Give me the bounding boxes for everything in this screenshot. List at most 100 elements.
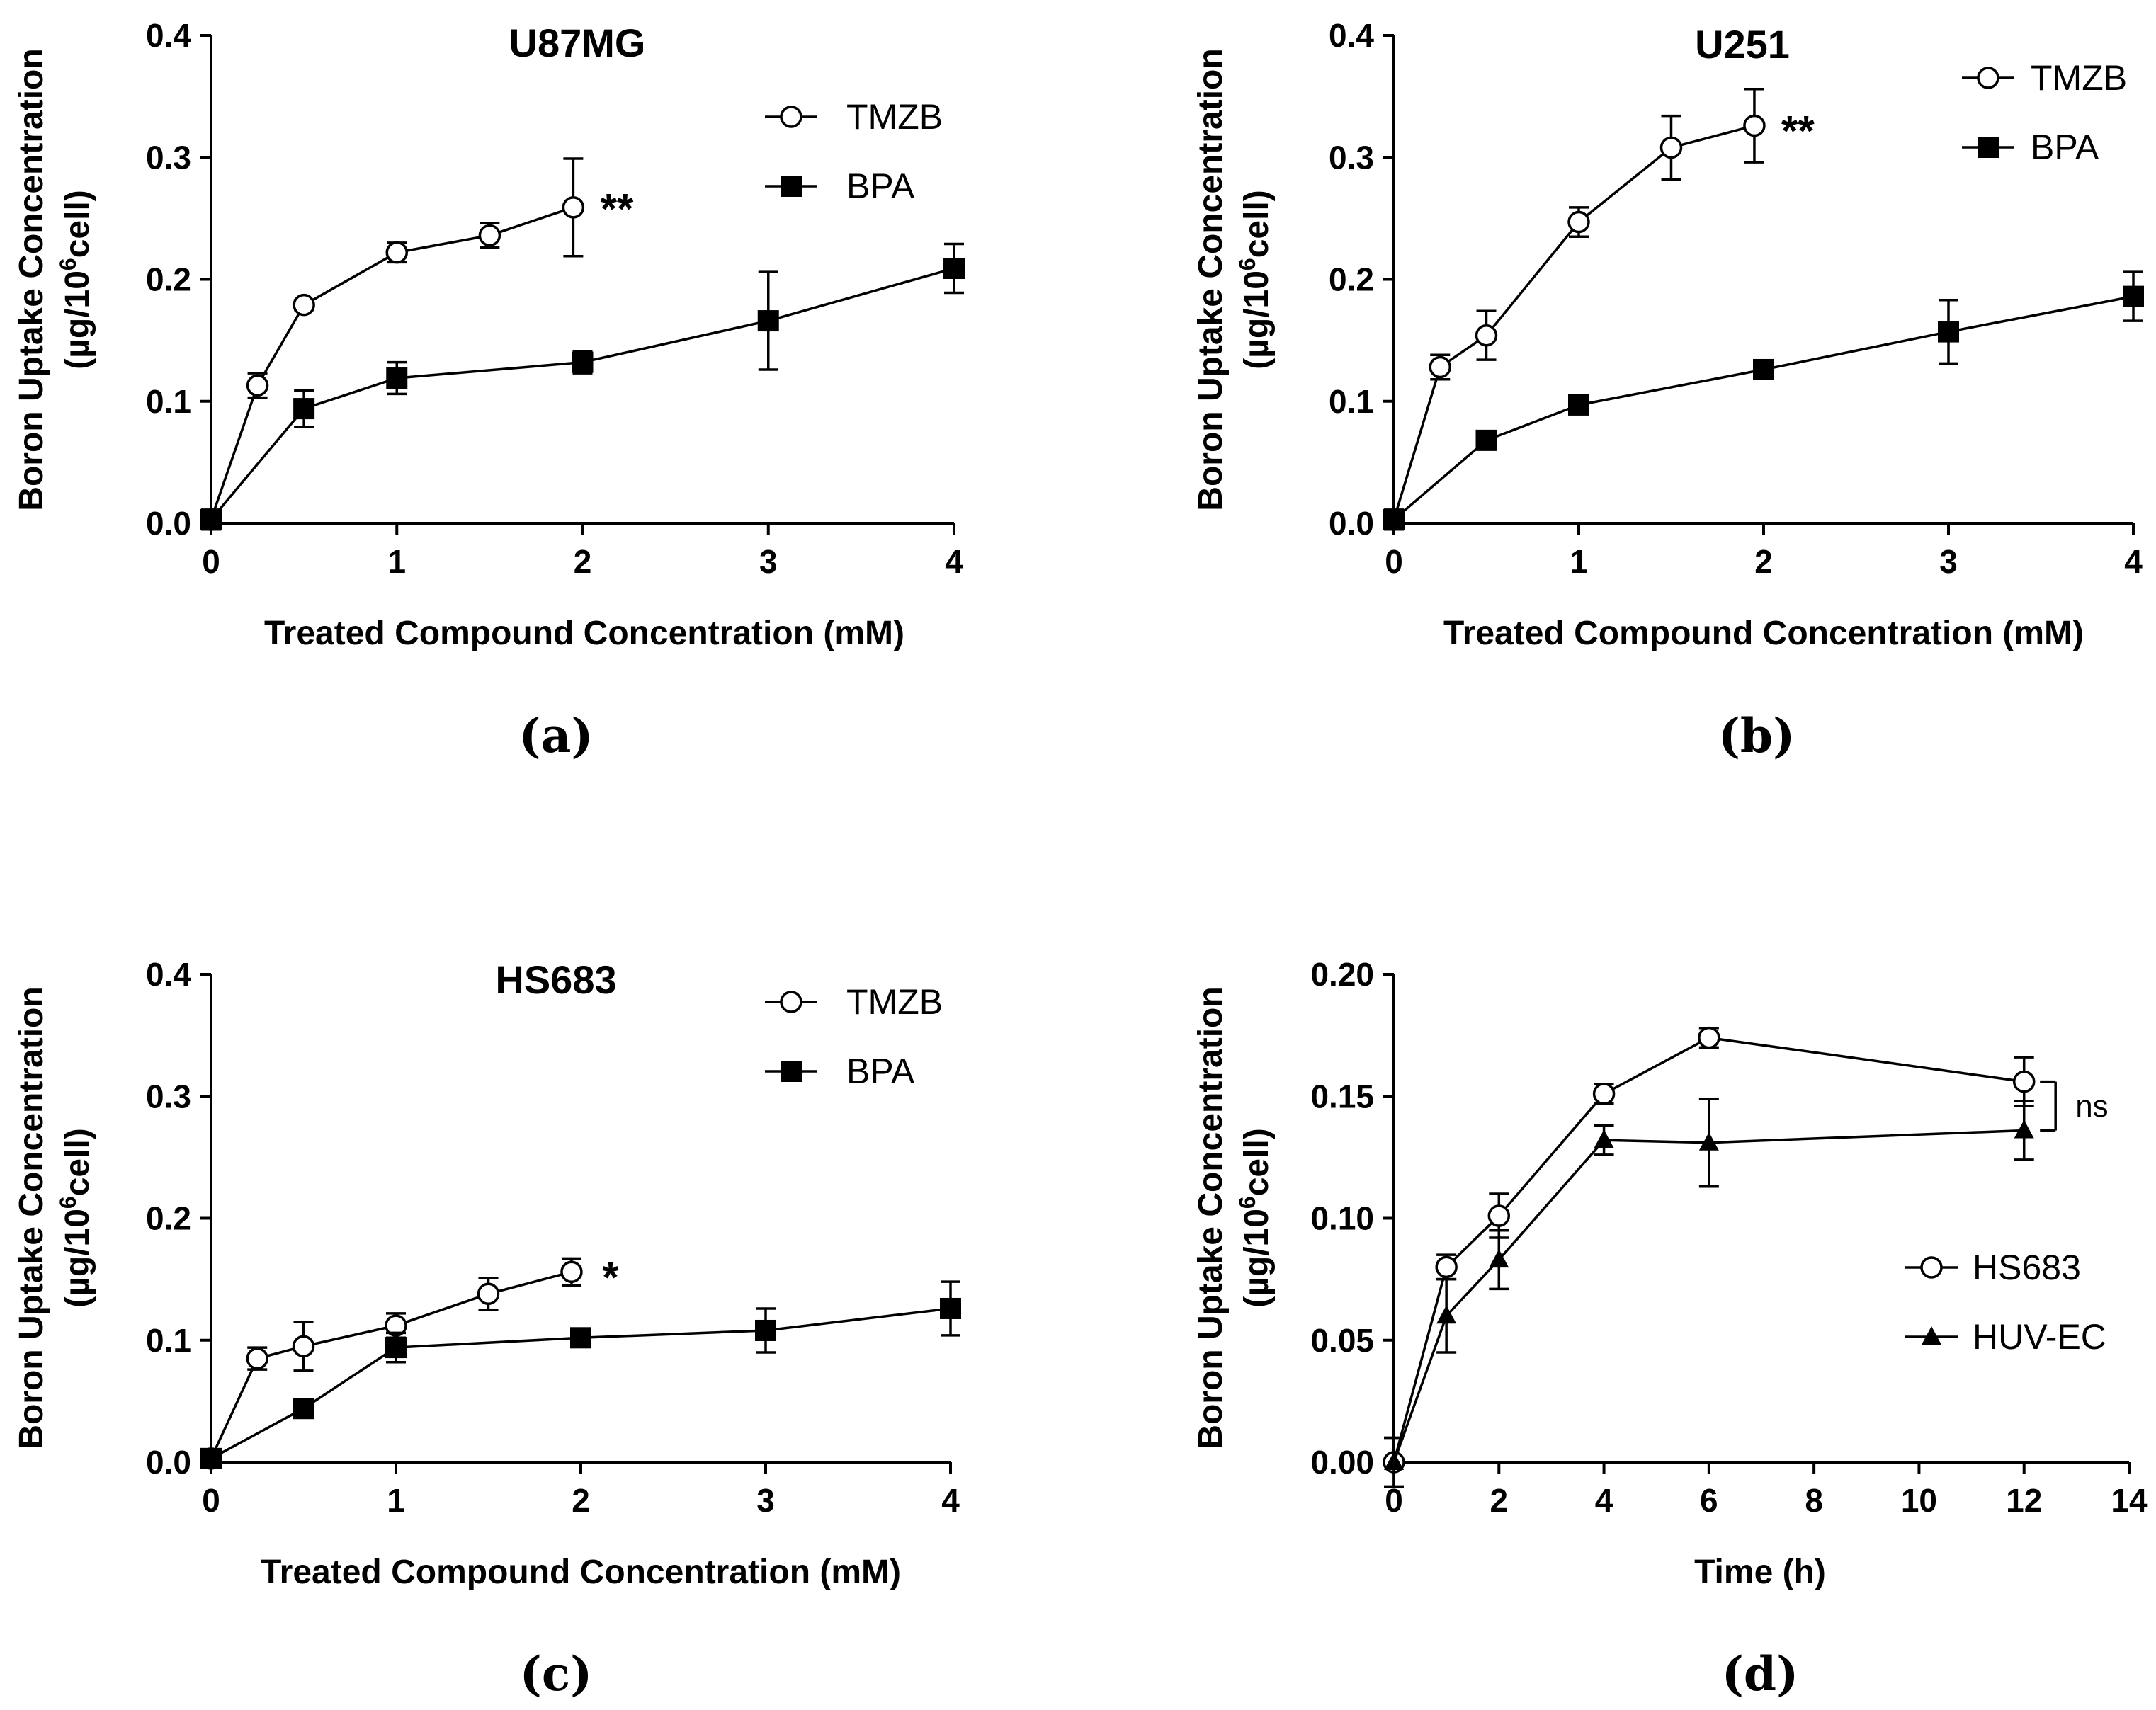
panel-c-x-tick-label: 0 <box>202 1482 220 1519</box>
panel-c-series-tmzb-point <box>246 1347 268 1370</box>
panel-a-series-tmzb-point <box>293 293 315 317</box>
panel-c-legend-label: TMZB <box>846 982 943 1022</box>
panel-b-series-tmzb-point <box>1429 355 1451 379</box>
panel-c-title: HS683 <box>495 957 616 1002</box>
panel-b-series-tmzb-point <box>1567 210 1590 234</box>
panel-a-y-tick-label: 0.3 <box>146 139 191 176</box>
panel-a-x-axis-title: Treated Compound Concentration (mM) <box>264 615 904 652</box>
panel-b-series <box>1383 88 2144 531</box>
panel-b-legend-label: TMZB <box>2031 58 2127 98</box>
panel-b-y-tick-label: 0.0 <box>1329 505 1374 542</box>
panel-b-legend: TMZB BPA <box>1962 58 2127 167</box>
panel-b-y-tick-label: 0.1 <box>1329 383 1374 420</box>
panel-c-series-tmzb-point <box>560 1260 583 1284</box>
panel-c-series-bpa-point <box>940 1297 961 1319</box>
panel-c-y-unit-open: (µg/10 <box>59 1209 96 1308</box>
panel-c-series-bpa-point <box>293 1398 314 1420</box>
panel-a-y-unit-open: (µg/10 <box>59 270 96 370</box>
panel-c-x-axis-title: Treated Compound Concentration (mM) <box>261 1554 901 1591</box>
panel-a-label: (a) <box>518 708 593 763</box>
panel-a-legend-label: TMZB <box>846 97 943 137</box>
panel-d-significance-label: ns <box>2075 1089 2108 1124</box>
panel-b-series-tmzb-point <box>1743 114 1766 137</box>
panel-d-x-tick-label: 8 <box>1805 1482 1823 1519</box>
panel-b-series-bpa-point <box>1383 508 1405 530</box>
panel-d-y-tick-label: 0.20 <box>1310 956 1374 993</box>
panel-d-series-huv-ec-point <box>1384 1452 1404 1470</box>
panel-c-series-tmzb-point <box>292 1335 315 1358</box>
panel-b-y-axis-unit: (µg/106cell) <box>1235 190 1276 370</box>
panel-b-x-tick-label: 4 <box>2124 543 2143 580</box>
panel-c-y-unit-close: cell) <box>59 1128 96 1196</box>
panel-a-series-bpa <box>200 242 965 531</box>
panel-a-series-bpa-line <box>210 267 955 520</box>
panel-d-y-unit-close: cell) <box>1238 1128 1276 1196</box>
panel-b-label: (b) <box>1718 708 1795 763</box>
panel-b-series-bpa-point <box>1938 321 1959 343</box>
panel-b-legend-marker <box>1978 137 1999 158</box>
panel-c-legend-label: BPA <box>846 1051 915 1091</box>
panel-c-series-tmzb-line <box>210 1270 572 1459</box>
panel-d-series-hs683-point <box>2012 1070 2036 1093</box>
panel-a-legend-label: BPA <box>846 166 915 206</box>
panel-a-y-axis-title: Boron Uptake Concentration <box>13 48 50 511</box>
panel-d-y-unit-sup: 6 <box>1235 1196 1260 1209</box>
panel-d-series-huv-ec-point <box>1698 1132 1719 1151</box>
panel-a-series-tmzb-point <box>385 241 408 264</box>
panel-b-x-tick-label: 1 <box>1570 543 1588 580</box>
panel-a-series-tmzb-point <box>562 196 585 219</box>
panel-c-axes: 0.0 0.1 0.2 0.3 0.4 0 1 2 3 4 <box>146 956 960 1519</box>
panel-b-series-tmzb-point <box>1475 324 1498 347</box>
panel-d-x-tick-label: 4 <box>1595 1482 1613 1519</box>
panel-a-y-axis-unit: (µg/106cell) <box>55 190 96 370</box>
panel-a-legend: TMZB BPA <box>765 97 943 206</box>
panel-c-series-bpa-point <box>755 1319 776 1341</box>
panel-a-series-bpa-point <box>200 508 222 530</box>
panel-d-series-huv-ec-point <box>1489 1249 1509 1268</box>
panel-a-legend-marker <box>781 176 802 197</box>
panel-a-series-tmzb-point <box>246 374 269 397</box>
panel-c-y-tick-label: 0.1 <box>146 1322 191 1359</box>
panel-b-title: U251 <box>1695 22 1790 67</box>
panel-a-x-tick-label: 1 <box>387 543 406 580</box>
panel-c-series-bpa-line <box>210 1307 951 1460</box>
panel-b-legend-marker <box>1977 67 1999 89</box>
panel-b-y-unit-open: (µg/10 <box>1238 270 1276 370</box>
panel-d-legend-label: HUV-EC <box>1973 1317 2106 1357</box>
panel-a-y-tick-label: 0.4 <box>146 17 191 54</box>
panel-d: 0.00 0.05 0.10 0.15 0.20 0 2 4 6 8 10 12 14 Time (h)… <box>1192 956 2148 1702</box>
panel-a-series-bpa-point <box>943 257 965 279</box>
panel-b-y-tick-label: 0.3 <box>1329 139 1374 176</box>
panel-b-y-tick-label: 0.2 <box>1329 261 1374 298</box>
panel-d-y-tick-label: 0.15 <box>1310 1078 1374 1115</box>
panel-a-y-unit-sup: 6 <box>55 258 81 270</box>
panel-d-series-huv-ec-point <box>1594 1129 1614 1148</box>
panel-d-series-hs683 <box>1383 1026 2036 1488</box>
panel-a-series-tmzb-point <box>478 224 501 247</box>
panel-a: 0.0 0.1 0.2 0.3 0.4 0 1 2 3 4 U87MG Treated Compo… <box>13 17 965 763</box>
panel-b: 0.0 0.1 0.2 0.3 0.4 0 1 2 3 4 U251 Treated Compou… <box>1192 17 2144 763</box>
panel-c-legend: TMZB BPA <box>765 982 943 1091</box>
panel-c-y-tick-label: 0.3 <box>146 1078 191 1115</box>
panel-d-y-axis-title: Boron Uptake Concentration <box>1192 986 1230 1449</box>
panel-b-series-bpa-point <box>2123 285 2144 307</box>
panel-c-y-axis-unit: (µg/106cell) <box>55 1128 96 1308</box>
panel-c-label: (c) <box>520 1646 593 1702</box>
panel-b-y-tick-label: 0.4 <box>1329 17 1374 54</box>
panel-d-label: (d) <box>1722 1646 1799 1702</box>
panel-d-series-huv-ec-line <box>1392 1129 2024 1463</box>
panel-a-title: U87MG <box>509 21 646 65</box>
panel-a-significance-label: ** <box>601 186 634 233</box>
panel-d-series-hs683-point <box>1435 1255 1458 1279</box>
panel-a-series-bpa-point <box>757 310 779 332</box>
panel-c-x-tick-label: 1 <box>387 1482 405 1519</box>
panel-d-legend-marker <box>1920 1256 1943 1279</box>
panel-c-y-unit-sup: 6 <box>55 1196 81 1209</box>
panel-b-axes: 0.0 0.1 0.2 0.3 0.4 0 1 2 3 4 <box>1329 17 2143 580</box>
panel-d-y-tick-label: 0.10 <box>1310 1200 1374 1237</box>
panel-b-y-unit-close: cell) <box>1238 190 1276 258</box>
panel-b-y-unit-sup: 6 <box>1235 258 1260 270</box>
panel-d-ns-bracket <box>2040 1080 2057 1132</box>
panel-a-x-tick-label: 3 <box>759 543 778 580</box>
panel-d-y-unit-open: (µg/10 <box>1238 1209 1276 1308</box>
